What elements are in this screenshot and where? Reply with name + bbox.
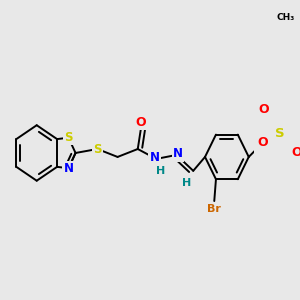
Text: N: N: [173, 148, 183, 160]
Text: S: S: [275, 127, 285, 140]
Text: O: O: [291, 146, 300, 160]
Text: N: N: [150, 152, 160, 164]
Text: H: H: [182, 178, 191, 188]
Text: S: S: [93, 142, 102, 155]
Text: O: O: [259, 103, 269, 116]
Text: Br: Br: [207, 204, 221, 214]
Text: O: O: [258, 136, 268, 148]
Text: CH₃: CH₃: [277, 13, 295, 22]
Text: O: O: [136, 116, 146, 129]
Text: S: S: [64, 131, 73, 144]
Text: N: N: [64, 162, 74, 175]
Text: H: H: [156, 166, 165, 176]
